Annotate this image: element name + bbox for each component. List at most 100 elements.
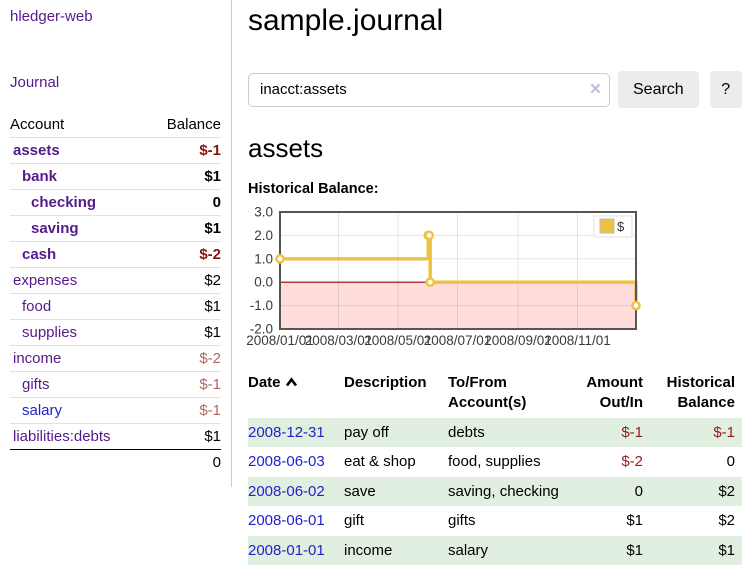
y-axis-tick-label: -1.0 <box>250 298 273 313</box>
account-row: supplies $1 <box>10 319 221 346</box>
account-balance: $-1 <box>199 376 221 393</box>
transaction-row: 2008-06-03 eat & shop food, supplies $-2… <box>248 447 742 477</box>
x-axis-tick-label: 2008/01/01 <box>246 333 314 348</box>
transaction-accounts: salary <box>448 541 489 559</box>
account-row: assets $-1 <box>10 137 221 164</box>
transaction-description: gift <box>344 512 365 529</box>
plot-border <box>279 211 637 330</box>
y-axis-tick-label: 2.0 <box>254 228 273 243</box>
y-axis-tick-label: 0.0 <box>254 275 273 290</box>
account-row: cash $-2 <box>10 241 221 268</box>
transaction-balance: 0 <box>726 453 735 470</box>
account-link[interactable]: supplies <box>22 324 78 341</box>
transaction-balance: $-1 <box>713 423 735 441</box>
data-point <box>275 254 285 264</box>
account-balance: $1 <box>204 168 221 185</box>
transaction-accounts: saving, checking <box>448 482 559 500</box>
account-link[interactable]: salary <box>22 402 63 419</box>
account-link[interactable]: assets <box>13 142 60 159</box>
transaction-row: 2008-06-01 gift gifts $1 $2 <box>248 506 742 536</box>
transaction-description: income <box>344 541 393 559</box>
transaction-description: save <box>344 482 376 500</box>
transaction-date-link[interactable]: 2008-01-01 <box>248 541 325 559</box>
account-balance: $-2 <box>199 246 221 263</box>
transaction-row: 2008-12-31 pay off debts $-1 $-1 <box>248 417 742 447</box>
brand-link[interactable]: hledger-web <box>10 8 93 25</box>
account-link[interactable]: food <box>22 298 52 315</box>
data-point <box>424 230 435 241</box>
account-heading: assets <box>248 133 324 163</box>
sidebar-item-journal[interactable]: Journal <box>10 74 60 91</box>
transaction-amount: $1 <box>626 541 643 559</box>
accounts-total-row: 0 <box>10 449 221 476</box>
transaction-row: 2008-01-01 income salary $1 $1 <box>248 535 742 565</box>
column-header-accounts: To/From Account(s) <box>448 374 527 412</box>
x-axis-tick-label: 2008/11/01 <box>544 333 611 348</box>
x-axis-tick-label: 2008/09/01 <box>484 333 552 348</box>
transaction-description: eat & shop <box>344 453 416 470</box>
transaction-date-link[interactable]: 2008-06-01 <box>248 512 325 529</box>
column-header-balance: Historical Balance <box>666 374 735 412</box>
help-button[interactable]: ? <box>709 71 742 108</box>
account-balance: $1 <box>204 324 221 341</box>
account-link[interactable]: saving <box>31 220 79 237</box>
transaction-description: pay off <box>344 423 389 441</box>
legend-swatch <box>599 218 615 234</box>
transaction-accounts: gifts <box>448 512 476 529</box>
account-balance: $-2 <box>199 350 221 367</box>
chart-canvas: $3.0 2.0 1.0 0.0 -1.0 -2.02008/01/012008/03/0… <box>246 205 641 348</box>
y-axis-tick-label: 3.0 <box>254 207 273 220</box>
account-link[interactable]: income <box>13 350 62 367</box>
account-link[interactable]: expenses <box>13 272 78 289</box>
accounts-total-value: 0 <box>212 454 221 471</box>
data-point <box>425 277 436 287</box>
y-axis-tick-label: 1.0 <box>254 251 273 266</box>
column-header-date[interactable]: Date <box>248 369 344 418</box>
transaction-balance: $2 <box>718 512 735 529</box>
search-input-wrap: × <box>248 72 610 107</box>
transaction-date-link[interactable]: 2008-06-02 <box>248 482 325 500</box>
account-balance: $1 <box>204 220 221 237</box>
transaction-accounts: debts <box>448 423 485 441</box>
transaction-amount: $-1 <box>621 423 643 441</box>
account-row: gifts $-1 <box>10 371 221 398</box>
column-header-amount: Amount Out/In <box>586 374 643 412</box>
transaction-amount: $1 <box>626 512 643 529</box>
account-balance: 0 <box>212 194 221 211</box>
register-header-row: Date Description To/From Account(s) Amou… <box>248 369 742 418</box>
column-header-description: Description <box>344 374 427 391</box>
account-row: liabilities:debts $1 <box>10 423 221 450</box>
page-title: sample.journal <box>248 4 444 37</box>
account-row: bank $1 <box>10 163 221 190</box>
search-button[interactable]: Search <box>618 71 699 108</box>
transaction-date-link[interactable]: 2008-06-03 <box>248 453 325 470</box>
main-content: sample.journal × Search ? assets Histori… <box>232 0 742 565</box>
register-table: Date Description To/From Account(s) Amou… <box>248 369 742 565</box>
app-layout: hledger-web Journal Account Balance asse… <box>10 0 742 565</box>
negative-region <box>280 282 636 329</box>
x-axis-tick-label: 2008/03/01 <box>305 333 373 348</box>
transaction-balance: $1 <box>718 541 735 559</box>
legend-label: $ <box>617 219 625 234</box>
account-link[interactable]: bank <box>22 168 58 185</box>
transaction-row: 2008-06-02 save saving, checking 0 $2 <box>248 476 742 506</box>
account-link[interactable]: cash <box>22 246 57 263</box>
search-input[interactable] <box>248 72 610 107</box>
accounts-header-account: Account <box>10 116 65 133</box>
transaction-date-link[interactable]: 2008-12-31 <box>248 423 325 441</box>
account-link[interactable]: gifts <box>22 376 50 393</box>
search-bar: × Search ? <box>248 71 742 108</box>
account-row: salary $-1 <box>10 397 221 424</box>
accounts-header-row: Account Balance <box>10 112 221 138</box>
account-row: checking 0 <box>10 189 221 216</box>
clear-search-icon[interactable]: × <box>589 78 601 100</box>
transaction-amount: 0 <box>634 482 643 500</box>
account-row: food $1 <box>10 293 221 320</box>
transaction-accounts: food, supplies <box>448 453 541 470</box>
accounts-header-balance: Balance <box>166 116 221 133</box>
account-balance: $2 <box>204 272 221 289</box>
account-row: saving $1 <box>10 215 221 242</box>
account-link[interactable]: checking <box>31 194 97 211</box>
y-axis-tick-label: -2.0 <box>250 322 273 337</box>
account-link[interactable]: liabilities:debts <box>13 428 111 445</box>
